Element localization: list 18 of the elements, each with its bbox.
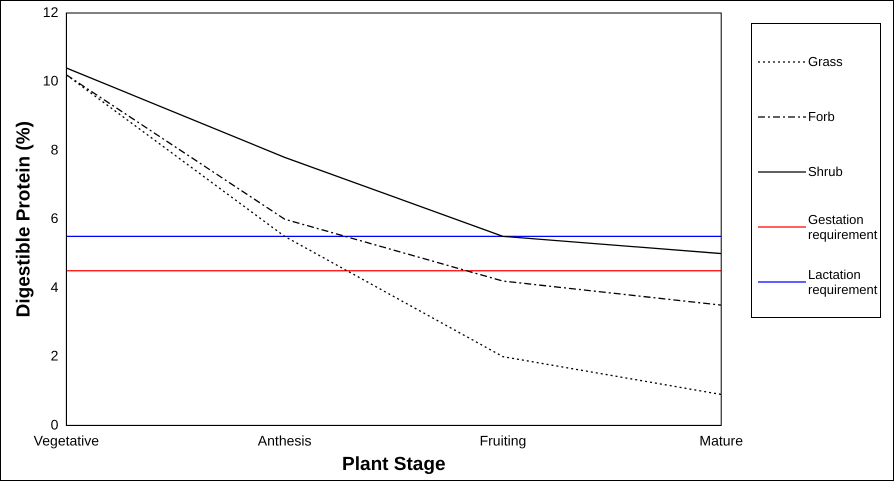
y-tick-label: 6 xyxy=(50,210,59,226)
legend-label: Forb xyxy=(808,109,835,124)
y-tick-label: 0 xyxy=(50,416,59,432)
legend-label: Shrub xyxy=(808,164,843,179)
legend-label: Gestation requirement xyxy=(808,212,878,242)
x-tick-label: Vegetative xyxy=(34,432,100,449)
x-tick-label: Mature xyxy=(699,432,744,449)
legend-label: Grass xyxy=(808,54,843,69)
y-tick-label: 2 xyxy=(50,348,59,364)
y-tick-label: 10 xyxy=(42,72,59,89)
y-tick-label: 8 xyxy=(50,141,59,158)
x-tick-label: Fruiting xyxy=(480,432,526,449)
legend-label: Lactation requirement xyxy=(808,266,878,296)
y-tick-label: 4 xyxy=(50,278,59,295)
x-tick-label: Anthesis xyxy=(258,432,312,449)
y-axis-title: Digestible Protein (%) xyxy=(14,121,35,318)
x-axis-title: Plant Stage xyxy=(342,454,446,475)
y-tick-label: 12 xyxy=(42,4,59,20)
